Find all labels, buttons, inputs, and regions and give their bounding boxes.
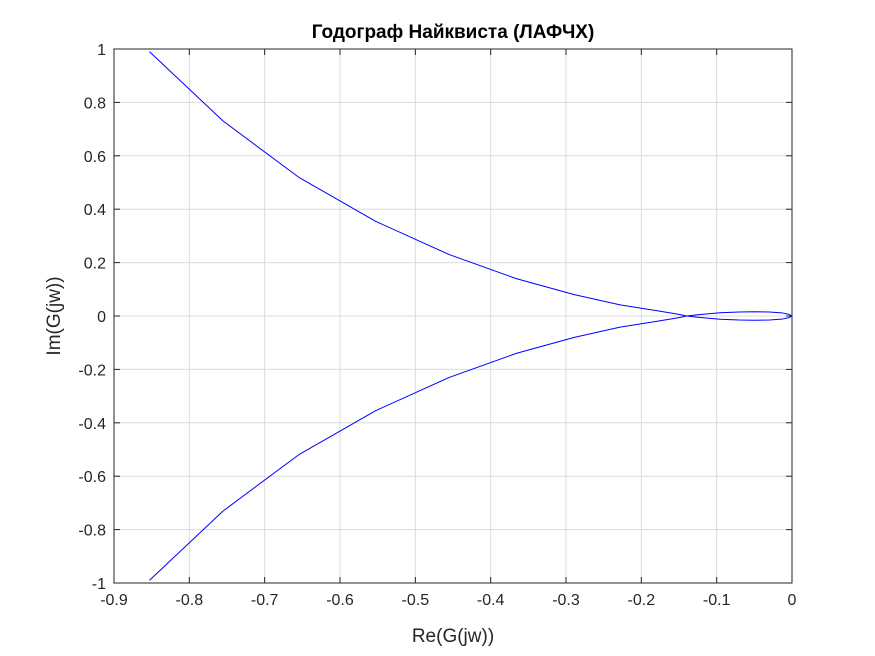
- y-tick-label: 0.4: [84, 202, 106, 219]
- y-tick-label: -0.4: [78, 416, 106, 433]
- y-tick-label: 0.8: [84, 95, 106, 112]
- y-tick-label: -1: [92, 576, 106, 593]
- y-tick-labels: -1 -0.8 -0.6 -0.4 -0.2 0 0.2 0.4 0.6 0.8 1: [78, 42, 106, 593]
- x-tick-label: -0.5: [402, 592, 430, 609]
- y-tick-label: 0.2: [84, 256, 106, 273]
- y-tick-label: -0.8: [78, 523, 106, 540]
- y-tick-label: 0.6: [84, 149, 106, 166]
- series-line-2: [149, 311, 793, 581]
- chart-title: Годограф Найквиста (ЛАФЧХ): [312, 22, 595, 43]
- y-tick-label: -0.2: [78, 362, 106, 379]
- x-tick-label: -0.6: [326, 592, 354, 609]
- tick-marks: [113, 48, 793, 584]
- x-tick-labels: -0.9 -0.8 -0.7 -0.6 -0.5 -0.4 -0.3 -0.2 -0.1 0: [100, 592, 796, 609]
- x-tick-label: -0.8: [176, 592, 204, 609]
- y-tick-label: 0: [97, 309, 106, 326]
- y-tick-label: 1: [97, 42, 106, 59]
- x-tick-label: -0.2: [628, 592, 656, 609]
- x-tick-label: -0.7: [251, 592, 279, 609]
- x-tick-label: -0.9: [100, 592, 128, 609]
- series-group: [149, 51, 793, 581]
- x-tick-label: -0.4: [477, 592, 505, 609]
- y-tick-label: -0.6: [78, 469, 106, 486]
- x-tick-label: -0.3: [552, 592, 580, 609]
- x-tick-label: -0.1: [703, 592, 731, 609]
- series-line-1: [149, 51, 793, 321]
- x-axis-label: Re(G(jw)): [412, 626, 494, 647]
- x-tick-label: 0: [788, 592, 797, 609]
- y-axis-label: Im(G(jw)): [44, 276, 65, 355]
